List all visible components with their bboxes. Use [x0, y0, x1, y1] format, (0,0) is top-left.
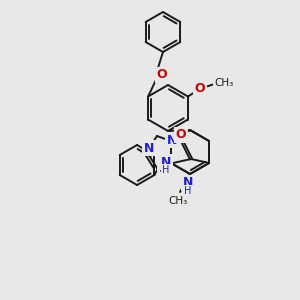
Text: N: N — [144, 142, 154, 154]
Text: N: N — [183, 176, 193, 190]
Text: H: H — [162, 165, 170, 175]
Text: N: N — [161, 155, 171, 169]
Text: N: N — [167, 134, 177, 146]
Text: O: O — [176, 128, 186, 142]
Text: N: N — [159, 161, 169, 175]
Text: O: O — [195, 82, 205, 95]
Text: O: O — [156, 68, 167, 82]
Text: H: H — [184, 186, 192, 196]
Text: CH₃: CH₃ — [168, 196, 188, 206]
Text: CH₃: CH₃ — [214, 79, 233, 88]
